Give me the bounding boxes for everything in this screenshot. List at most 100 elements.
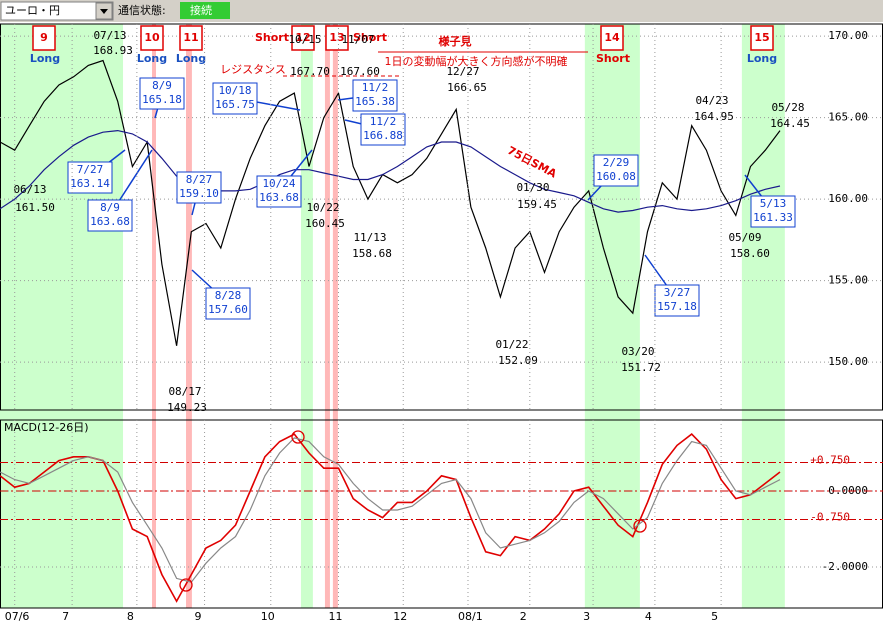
y-tick-label: 150.00 <box>828 355 868 368</box>
callout-date: 8/9 <box>100 201 120 214</box>
signal-box <box>325 25 349 51</box>
status-label: 通信状態: <box>118 3 166 17</box>
cross-marker <box>179 578 193 592</box>
extreme-value: 166.65 <box>447 81 487 94</box>
callout-box <box>360 113 406 146</box>
x-tick-label: 2 <box>520 610 527 623</box>
extreme-value: 152.09 <box>498 354 538 367</box>
x-tick-label: 07/6 <box>5 610 30 623</box>
extreme-value: 167.60 <box>340 65 380 78</box>
x-tick-label: 9 <box>195 610 202 623</box>
signal-box <box>750 25 774 51</box>
signal-label: Short <box>353 31 387 44</box>
callout-date: 2/29 <box>603 156 630 169</box>
extreme-date: 01/22 <box>495 338 528 351</box>
callout-value: 165.18 <box>142 93 182 106</box>
signal-number: 15 <box>754 31 769 44</box>
extreme-date: 11/07 <box>341 33 374 46</box>
x-tick-label: 8 <box>127 610 134 623</box>
callout-date: 8/9 <box>152 79 172 92</box>
signal-label: Long <box>176 52 206 65</box>
x-tick-label: 7 <box>62 610 69 623</box>
x-tick-label: 3 <box>583 610 590 623</box>
extreme-value: 149.23 <box>167 401 207 414</box>
callout-box <box>750 195 796 228</box>
extreme-date: 08/17 <box>168 385 201 398</box>
callout-box <box>176 171 222 204</box>
signal-box <box>600 25 624 51</box>
signal-box <box>291 25 315 51</box>
y-tick-label: -2.0000 <box>822 560 868 573</box>
select-arrow <box>100 9 108 14</box>
signal-label: Long <box>747 52 777 65</box>
status: 接続 <box>190 3 212 17</box>
signal-number: 14 <box>604 31 620 44</box>
x-tick-label: 11 <box>328 610 342 623</box>
callout-date: 11/2 <box>370 115 397 128</box>
series-line <box>0 129 781 213</box>
extreme-value: 160.45 <box>305 217 345 230</box>
extreme-date: 01/30 <box>516 181 549 194</box>
y-tick-label: 165.00 <box>828 111 868 124</box>
callout-date: 10/18 <box>218 84 251 97</box>
callout-date: 3/27 <box>664 286 691 299</box>
y-tick-label: 170.00 <box>828 29 868 42</box>
extreme-value: 158.60 <box>730 247 770 260</box>
signal-number: 11 <box>183 31 198 44</box>
extreme-date: 10/22 <box>306 201 339 214</box>
highlight-band <box>332 24 338 608</box>
y-tick-label: 160.00 <box>828 192 868 205</box>
x-tick-label: 10 <box>261 610 275 623</box>
callout-value: 163.14 <box>70 177 110 190</box>
callout-value: 157.60 <box>208 303 248 316</box>
x-tick-label: 4 <box>645 610 652 623</box>
signal-label: Short <box>596 52 630 65</box>
callout-value: 161.33 <box>753 211 793 224</box>
series-line <box>0 437 781 583</box>
highlight-band <box>152 24 156 608</box>
callout-value: 160.08 <box>596 170 636 183</box>
signal-label: Long <box>30 52 60 65</box>
callout-date: 11/2 <box>362 81 389 94</box>
signal-number: 12 <box>295 31 310 44</box>
resistance-label: レジスタンス <box>220 63 286 76</box>
callout-date: 8/28 <box>215 289 242 302</box>
extreme-date: 03/20 <box>621 345 654 358</box>
callout-box <box>87 199 133 232</box>
callout-box <box>654 284 700 317</box>
callout-value: 163.68 <box>90 215 130 228</box>
highlight-band <box>584 24 640 608</box>
callout-value: 159.10 <box>179 187 219 200</box>
cross-marker <box>633 519 647 533</box>
extreme-value: 151.72 <box>621 361 661 374</box>
callout-value: 157.18 <box>657 300 697 313</box>
highlight-band <box>300 24 313 608</box>
callout-box <box>593 154 639 187</box>
signal-label: Long <box>137 52 167 65</box>
extreme-date: 11/13 <box>353 231 386 244</box>
signal-box <box>32 25 56 51</box>
panel-title: MACD(12-26日) <box>4 421 89 434</box>
extreme-date: 07/13 <box>93 29 126 42</box>
extreme-date: 06/13 <box>13 183 46 196</box>
extreme-date: 05/09 <box>728 231 761 244</box>
symbol-select[interactable] <box>0 1 114 21</box>
x-tick-label: 5 <box>711 610 718 623</box>
highlight-band <box>741 24 785 608</box>
callout-value: 166.88 <box>363 129 403 142</box>
extreme-date: 10/15 <box>288 33 321 46</box>
extreme-date: 05/28 <box>771 101 804 114</box>
series-line <box>0 59 781 346</box>
callout-date: 10/24 <box>262 177 295 190</box>
callout-date: 5/13 <box>760 197 787 210</box>
callout-date: 8/27 <box>186 173 213 186</box>
highlight-band <box>0 24 124 608</box>
callout-box <box>139 77 185 110</box>
extreme-date: 04/23 <box>695 94 728 107</box>
highlight-band <box>186 24 192 608</box>
wait-note: 1日の変動幅が大きく方向感が不明確 <box>385 54 568 68</box>
reference-label: +0.750 <box>810 454 850 467</box>
callout-box <box>205 287 251 320</box>
status-box <box>180 2 230 19</box>
